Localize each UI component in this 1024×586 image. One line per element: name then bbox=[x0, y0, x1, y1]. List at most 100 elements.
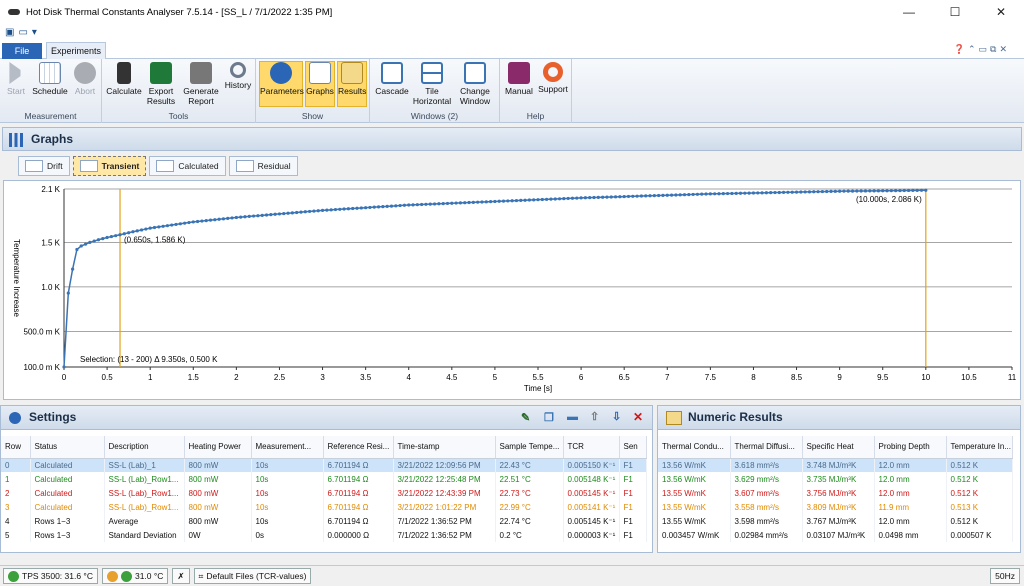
move-up-icon[interactable]: ⇧ bbox=[590, 411, 600, 423]
abort-button[interactable]: Abort bbox=[72, 62, 98, 96]
tps-status[interactable]: TPS 3500: 31.6 °C bbox=[3, 568, 98, 584]
parameters-button[interactable]: Parameters bbox=[259, 61, 304, 107]
data-point bbox=[320, 208, 325, 212]
table-row[interactable]: 0.003457 W/mK 0.02984 mm²/s 0.03107 MJ/m³K… bbox=[658, 528, 1013, 542]
data-point bbox=[493, 199, 497, 204]
table-cell: 0.512 K bbox=[946, 486, 1013, 500]
y-tick-label: 1.5 K bbox=[41, 238, 60, 247]
tab-calculated[interactable]: Calculated bbox=[149, 156, 226, 176]
delete-icon[interactable]: ✕ bbox=[633, 410, 644, 424]
folder-icon[interactable]: ▬ bbox=[567, 411, 578, 423]
close-button[interactable]: ✕ bbox=[995, 5, 1007, 19]
transient-chart[interactable]: 100.0 m K 500.0 m K 1.0 K 1.5 K 2.1 K 0 0.5 1 1.… bbox=[4, 181, 1020, 399]
data-point bbox=[213, 218, 217, 222]
column-header[interactable]: Probing Depth bbox=[874, 436, 947, 459]
maximize-button[interactable]: ☐ bbox=[949, 5, 961, 19]
data-point bbox=[506, 199, 510, 203]
data-point bbox=[476, 200, 480, 204]
change-window-button[interactable]: Change Window bbox=[454, 62, 496, 106]
ribbon-window-controls[interactable]: ❓⌃▭⧉✕ bbox=[953, 44, 1010, 54]
thermometer-icon bbox=[106, 570, 118, 582]
tab-file[interactable]: File bbox=[2, 43, 42, 59]
data-point bbox=[622, 194, 626, 199]
temperature-status[interactable]: 31.0 °C bbox=[101, 568, 169, 584]
table-row[interactable]: 4 Rows 1−3 Average 800 mW 10s 6.701194 Ω 7/1/2… bbox=[1, 514, 647, 528]
column-header[interactable]: TCR bbox=[563, 436, 620, 459]
schedule-button[interactable]: Schedule bbox=[30, 62, 70, 96]
window-icon bbox=[464, 62, 486, 84]
cascade-button[interactable]: Cascade bbox=[374, 62, 410, 96]
info-icon bbox=[9, 412, 21, 424]
data-point bbox=[583, 196, 588, 200]
column-header[interactable]: Temperature In... bbox=[946, 436, 1013, 459]
column-header[interactable]: Sample Tempe... bbox=[495, 436, 564, 459]
folder-icon[interactable]: ▭ bbox=[18, 27, 28, 38]
column-header[interactable]: Measurement... bbox=[251, 436, 324, 459]
group-show: Parameters Graphs Results Show bbox=[256, 59, 370, 123]
data-point bbox=[118, 233, 122, 237]
data-point bbox=[234, 215, 238, 220]
table-row[interactable]: 1 Calculated SS-L (Lab)_Row1... 800 mW 10s 6.… bbox=[1, 472, 647, 486]
table-row[interactable]: 13.56 W/mK 3.629 mm²/s 3.735 MJ/m³K 12.0 mm… bbox=[658, 472, 1013, 486]
tab-residual[interactable]: Residual bbox=[228, 156, 298, 176]
column-header[interactable]: Sen bbox=[619, 436, 647, 459]
column-header[interactable]: Heating Power bbox=[184, 436, 252, 459]
table-row[interactable]: 2 Calculated SS-L (Lab)_Row1... 800 mW 10s 6.… bbox=[1, 486, 647, 500]
table-row[interactable]: 13.55 W/mK 3.558 mm²/s 3.809 MJ/m³K 11.9 mm… bbox=[658, 500, 1013, 514]
graphs-button[interactable]: Graphs bbox=[305, 61, 335, 107]
tab-drift[interactable]: Drift bbox=[18, 156, 70, 176]
data-point bbox=[454, 201, 458, 205]
column-header[interactable]: Status bbox=[30, 436, 105, 459]
series-line bbox=[63, 189, 926, 368]
table-row[interactable]: 13.56 W/mK 3.618 mm²/s 3.748 MJ/m³K 12.0 mm… bbox=[658, 458, 1013, 472]
column-header[interactable]: Time-stamp bbox=[393, 436, 496, 459]
copy-icon[interactable]: ❐ bbox=[544, 412, 554, 424]
column-header[interactable]: Thermal Diffusi... bbox=[730, 436, 803, 459]
table-cell: 3.767 MJ/m³K bbox=[802, 514, 875, 528]
column-header[interactable]: Row bbox=[1, 436, 31, 459]
start-button[interactable]: Start bbox=[4, 62, 28, 96]
column-header[interactable]: Thermal Condu... bbox=[658, 436, 731, 459]
table-cell: 3.598 mm²/s bbox=[730, 514, 803, 528]
data-point bbox=[299, 210, 303, 214]
y-tick-label: 100.0 m K bbox=[24, 363, 61, 372]
minimize-button[interactable]: — bbox=[903, 5, 915, 19]
history-button[interactable]: History bbox=[222, 62, 254, 90]
table-cell: 1 bbox=[1, 472, 31, 486]
edit-icon[interactable]: ✎ bbox=[521, 412, 531, 424]
tab-experiments[interactable]: Experiments bbox=[46, 42, 106, 60]
tile-horizontal-button[interactable]: Tile Horizontal bbox=[412, 62, 452, 106]
export-results-button[interactable]: Export Results bbox=[144, 62, 178, 106]
column-header[interactable]: Specific Heat bbox=[802, 436, 875, 459]
table-row[interactable]: 13.55 W/mK 3.607 mm²/s 3.756 MJ/m³K 12.0 mm… bbox=[658, 486, 1013, 500]
data-point bbox=[501, 199, 506, 203]
transient-graph[interactable]: 100.0 m K 500.0 m K 1.0 K 1.5 K 2.1 K 0 0.5 1 1.… bbox=[3, 180, 1021, 400]
results-button[interactable]: Results bbox=[337, 61, 367, 107]
dropdown-icon[interactable]: ▾ bbox=[31, 27, 37, 38]
tab-transient[interactable]: Transient bbox=[72, 156, 147, 176]
column-header[interactable]: Reference Resi... bbox=[323, 436, 394, 459]
data-point bbox=[312, 209, 316, 213]
table-row[interactable]: 3 Calculated SS-L (Lab)_Row1... 800 mW 10s 6.… bbox=[1, 500, 647, 514]
table-row[interactable]: 13.55 W/mK 3.598 mm²/s 3.767 MJ/m³K 12.0 mm… bbox=[658, 514, 1013, 528]
files-status[interactable]: ⌗ Default Files (TCR-values) bbox=[193, 568, 312, 584]
tools-status[interactable]: ✗ bbox=[172, 568, 190, 584]
support-button[interactable]: Support bbox=[536, 62, 570, 94]
data-point bbox=[859, 189, 863, 193]
ribbon-tabs: File Experiments ❓⌃▭⧉✕ bbox=[0, 41, 1024, 60]
manual-button[interactable]: Manual bbox=[504, 62, 534, 96]
table-row[interactable]: 0 Calculated SS-L (Lab)_1 800 mW 10s 6.701194… bbox=[1, 458, 647, 472]
data-point bbox=[432, 202, 437, 206]
table-cell: 22.74 °C bbox=[495, 514, 564, 528]
generate-report-button[interactable]: Generate Report bbox=[182, 62, 220, 106]
column-header[interactable]: Description bbox=[104, 436, 185, 459]
calculate-button[interactable]: Calculate bbox=[106, 62, 142, 96]
data-point bbox=[346, 207, 350, 211]
table-cell: 22.51 °C bbox=[495, 472, 564, 486]
data-point bbox=[721, 192, 725, 196]
save-icon[interactable]: ▣ bbox=[5, 27, 15, 38]
move-down-icon[interactable]: ⇩ bbox=[612, 411, 622, 423]
data-point bbox=[678, 193, 682, 197]
data-point bbox=[790, 190, 794, 194]
table-row[interactable]: 5 Rows 1−3 Standard Deviation 0W 0s 0.000000 … bbox=[1, 528, 647, 542]
